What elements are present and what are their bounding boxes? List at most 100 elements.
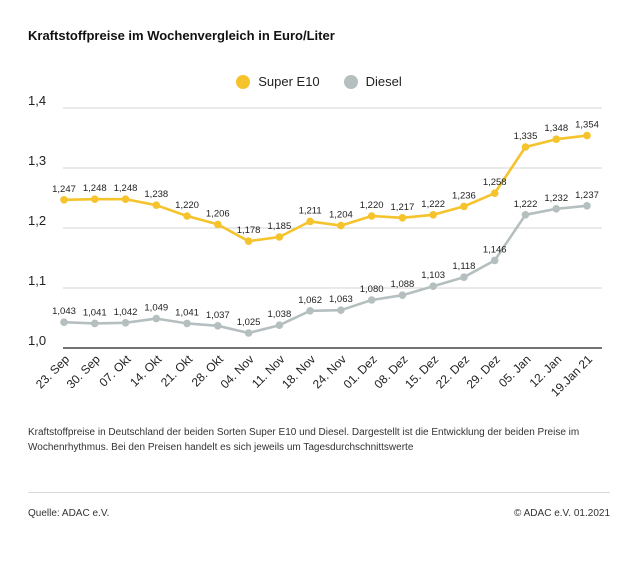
data-label: 1,354 — [575, 120, 599, 131]
data-label: 1,222 — [421, 199, 445, 210]
chart-caption: Kraftstoffpreise in Deutschland der beid… — [28, 427, 580, 453]
x-tick-label: 07. Okt — [96, 352, 134, 390]
data-label: 1,211 — [299, 205, 322, 216]
data-label: 1,042 — [114, 307, 138, 318]
data-label: 1,041 — [175, 307, 199, 318]
data-point — [183, 319, 191, 328]
y-tick-label: 1,4 — [28, 93, 46, 108]
data-label: 1,043 — [52, 306, 76, 317]
data-point — [121, 195, 130, 203]
x-tick-label: 15. Dez — [402, 352, 441, 391]
data-point — [398, 291, 407, 300]
data-label: 1,206 — [206, 208, 230, 219]
data-point — [244, 329, 253, 337]
x-tick-label: 18. Nov — [279, 352, 318, 391]
copyright-text: © ADAC e.V. 01.2021 — [514, 508, 610, 519]
data-point — [152, 201, 161, 209]
data-label: 1,063 — [329, 294, 353, 305]
x-tick-label: 05. Jan — [496, 352, 534, 390]
data-label: 1,248 — [114, 183, 138, 194]
y-tick-label: 1,0 — [28, 333, 46, 348]
data-point — [429, 282, 437, 291]
data-point — [244, 237, 253, 245]
y-tick-label: 1,1 — [28, 273, 46, 288]
data-point — [90, 319, 99, 328]
data-point — [337, 221, 345, 230]
data-label: 1,037 — [206, 310, 230, 321]
data-point — [214, 220, 222, 229]
y-tick-label: 1,3 — [28, 153, 46, 168]
x-tick-label: 14. Okt — [127, 352, 165, 390]
data-point — [60, 318, 68, 327]
data-point — [90, 195, 99, 203]
data-point — [183, 212, 191, 220]
legend-label-diesel: Diesel — [365, 74, 402, 89]
x-tick-label: 01. Dez — [341, 352, 380, 391]
data-label: 1,335 — [514, 131, 538, 142]
data-label: 1,237 — [575, 190, 599, 201]
data-point — [275, 233, 284, 241]
data-label: 1,080 — [360, 284, 384, 295]
data-point — [490, 256, 499, 265]
data-point — [460, 202, 468, 211]
data-point — [552, 135, 561, 143]
data-point — [521, 211, 530, 219]
data-label: 1,232 — [544, 193, 568, 204]
data-label: 1,103 — [421, 270, 445, 281]
data-point — [552, 205, 561, 213]
data-label: 1,146 — [483, 244, 507, 255]
x-tick-label: 30. Sep — [64, 352, 103, 391]
data-point — [121, 319, 130, 327]
data-label: 1,220 — [175, 200, 199, 211]
legend-marker-diesel — [343, 74, 358, 89]
data-label: 1,118 — [452, 261, 475, 272]
data-point — [398, 214, 407, 222]
data-point — [306, 307, 314, 315]
data-point — [367, 212, 376, 220]
data-point — [152, 314, 161, 323]
data-label: 1,222 — [514, 199, 538, 210]
data-label: 1,049 — [144, 303, 168, 314]
data-point — [460, 273, 468, 282]
x-tick-label: 21. Okt — [158, 352, 196, 390]
data-point — [583, 202, 591, 210]
chart-title: Kraftstoffpreise im Wochenvergleich in E… — [28, 28, 335, 43]
data-point — [275, 321, 284, 330]
legend-item-diesel: Diesel — [343, 74, 402, 89]
data-point — [521, 143, 530, 151]
x-tick-label: 24. Nov — [310, 352, 349, 391]
source-text: Quelle: ADAC e.V. — [28, 508, 110, 519]
x-tick-label: 08. Dez — [371, 352, 410, 391]
data-point — [60, 196, 68, 204]
legend-marker-super — [236, 74, 251, 89]
data-point — [429, 211, 437, 219]
data-label: 1,220 — [360, 200, 384, 211]
data-label: 1,348 — [544, 123, 568, 134]
data-label: 1,178 — [237, 225, 261, 236]
x-tick-label: 29. Dez — [464, 352, 503, 391]
y-tick-label: 1,2 — [28, 213, 46, 228]
data-label: 1,038 — [267, 309, 291, 320]
data-label: 1,185 — [267, 221, 291, 232]
data-point — [490, 189, 499, 197]
data-label: 1,062 — [298, 295, 322, 306]
data-point — [214, 322, 222, 330]
data-point — [306, 217, 314, 226]
data-label: 1,247 — [52, 184, 76, 195]
data-label: 1,041 — [83, 307, 107, 318]
data-label: 1,204 — [329, 210, 353, 221]
data-label: 1,088 — [391, 279, 415, 290]
data-point — [583, 131, 591, 140]
legend: Super E10 Diesel — [0, 74, 638, 89]
data-label: 1,258 — [483, 177, 507, 188]
data-label: 1,025 — [237, 317, 261, 328]
footer-divider — [28, 492, 610, 493]
series-line-super — [63, 134, 588, 243]
data-point — [337, 306, 345, 315]
data-label: 1,217 — [391, 202, 415, 213]
legend-label-super: Super E10 — [258, 74, 320, 89]
legend-item-super: Super E10 — [236, 74, 320, 89]
data-label: 1,238 — [144, 189, 168, 200]
data-point — [367, 296, 376, 304]
